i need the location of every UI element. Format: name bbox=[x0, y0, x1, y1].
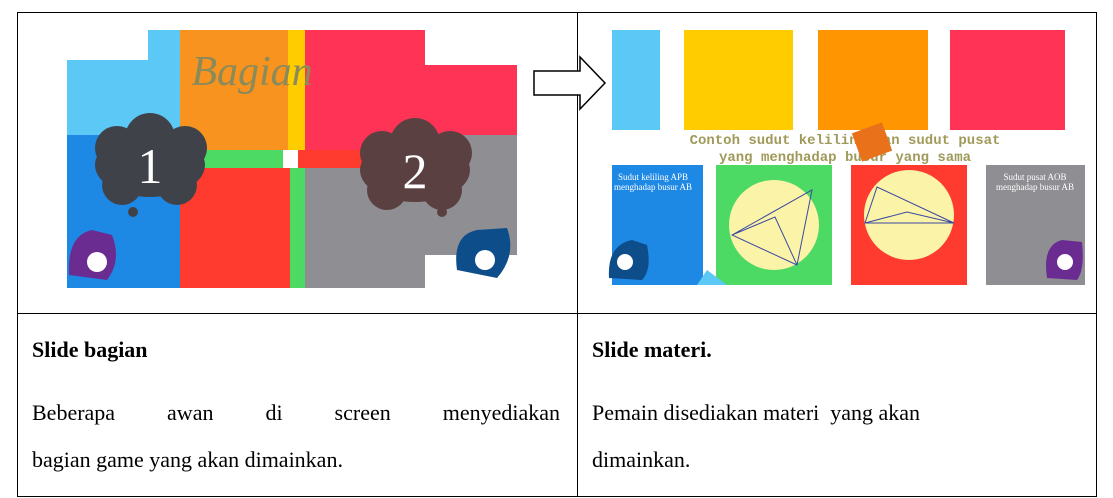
slide-note: Sudut pusat AOB menghadap busur AB bbox=[996, 172, 1074, 192]
cell-text: Pemain disediakan materi yang akan bbox=[592, 400, 921, 425]
table-border bbox=[17, 12, 18, 497]
table-border bbox=[17, 313, 1097, 314]
slide-title: Contoh sudut keliling dan sudut pusat bbox=[690, 133, 1001, 149]
cell-heading: Slide bagian bbox=[32, 337, 148, 362]
slide-bagian-image: Bagian 1 2 bbox=[67, 30, 517, 288]
cloud-number: 2 bbox=[403, 143, 428, 199]
table-border bbox=[1096, 12, 1097, 497]
cell-text: bagian game yang akan dimainkan. bbox=[32, 447, 343, 472]
cell-text: Beberapa awan di screen menyediakan bbox=[32, 400, 560, 425]
slide-note: Sudut keliling APB menghadap busur AB bbox=[614, 172, 692, 192]
cell-text: dimainkan. bbox=[592, 447, 691, 472]
slide-materi-image: Contoh sudut keliling dan sudut pusat ya… bbox=[608, 30, 1085, 285]
table-border bbox=[17, 12, 1097, 13]
table-border bbox=[17, 496, 1097, 497]
arrow bbox=[533, 55, 607, 111]
table-border bbox=[577, 12, 578, 497]
slide-title: Bagian bbox=[191, 49, 312, 95]
slide-title: yang menghadap busur yang sama bbox=[719, 150, 972, 166]
cloud-number: 1 bbox=[138, 138, 163, 194]
cell-heading: Slide materi. bbox=[592, 337, 712, 362]
